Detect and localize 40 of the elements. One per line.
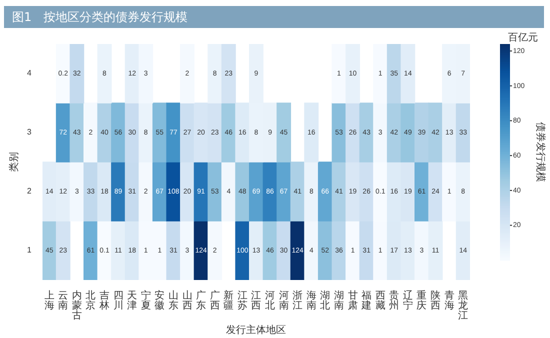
y-tick-label: 2 bbox=[26, 186, 32, 196]
x-tick-label: 河南 bbox=[278, 290, 289, 312]
y-tick-label: 1 bbox=[26, 246, 32, 255]
x-tick-label: 吉林 bbox=[98, 290, 110, 312]
y-tick-label: 4 bbox=[26, 68, 32, 78]
x-tick-label: 陕西 bbox=[430, 290, 441, 312]
y-axis-title: 类别 bbox=[8, 152, 20, 172]
x-tick-label: 江苏 bbox=[237, 290, 248, 312]
x-tick-label: 宁夏 bbox=[140, 290, 151, 312]
x-tick-label: 云南 bbox=[58, 290, 68, 312]
x-axis-title: 发行主体地区 bbox=[226, 324, 286, 336]
x-tick-label: 北京 bbox=[86, 290, 96, 312]
x-tick-label: 河北 bbox=[265, 290, 276, 312]
color-bar-title: 债券发行规模 bbox=[534, 122, 546, 182]
chart-title: 图1 按地区分类的债券发行规模 bbox=[4, 6, 544, 28]
x-tick-label: 湖北 bbox=[320, 290, 330, 312]
x-tick-label: 广西 bbox=[210, 290, 220, 312]
x-tick-label: 辽宁 bbox=[402, 290, 413, 312]
x-tick-label: 青海 bbox=[444, 290, 454, 312]
text: 百亿元 bbox=[508, 32, 538, 44]
x-tick-label: 西藏 bbox=[375, 290, 386, 312]
x-tick-label: 黑龙江 bbox=[458, 290, 468, 322]
x-tick-label: 浙江 bbox=[292, 290, 303, 312]
x-tick-label: 福建 bbox=[360, 290, 372, 312]
x-tick-label: 湖南 bbox=[334, 290, 344, 312]
x-tick-label: 甘肃 bbox=[348, 290, 358, 312]
x-tick-label: 山东 bbox=[168, 290, 178, 312]
x-tick-label: 重庆 bbox=[416, 290, 427, 312]
x-tick-label: 山西 bbox=[182, 290, 192, 312]
x-tick-label: 贵州 bbox=[389, 290, 400, 312]
y-tick-label: 3 bbox=[26, 128, 32, 137]
x-tick-label: 内蒙古 bbox=[72, 290, 82, 322]
x-tick-label: 江西 bbox=[251, 290, 262, 312]
x-tick-label: 上海 bbox=[44, 290, 54, 312]
x-tick-label: 广东 bbox=[196, 290, 206, 312]
x-tick-label: 安徽 bbox=[154, 290, 165, 312]
x-tick-label: 海南 bbox=[306, 290, 316, 312]
x-tick-label: 四川 bbox=[113, 290, 124, 312]
x-tick-label: 新疆 bbox=[224, 290, 234, 312]
x-tick-label: 天津 bbox=[127, 290, 138, 312]
